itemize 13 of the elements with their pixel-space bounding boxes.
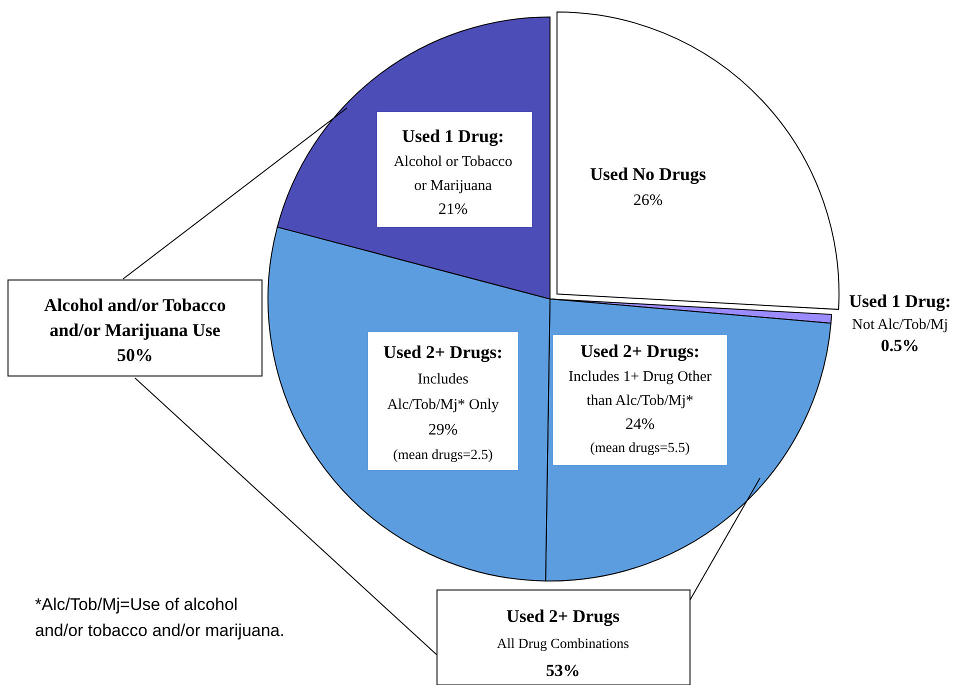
data-label: 21%: [438, 201, 468, 218]
text: Used 2+ Drugs All Drug Combinations 53%: [496, 606, 630, 680]
slice-label: Used 1 Drug: Not Alc/Tob/Mj: [849, 291, 951, 333]
slice-label: Used 2+ Drugs: Includes 1+ Drug Other than Alc/Tob/Mj*: [568, 341, 712, 409]
slice-label: Used 2+ Drugs: Includes Alc/Tob/Mj* Only: [383, 342, 503, 413]
slice-label: Used No Drugs: [590, 164, 706, 184]
data-label: 26%: [633, 192, 663, 209]
text: *Alc/Tob/Mj=Use of alcohol and/or tobacco and/or marijuana.: [35, 595, 284, 640]
data-label: 29% (mean drugs=2.5): [393, 422, 494, 463]
data-label: 0.5%: [880, 336, 920, 355]
slice-label: Used 1 Drug: Alcohol or Tobacco or Marijuana: [394, 126, 512, 194]
text: Alcohol and/or Tobacco and/or Marijuana Use 50%: [44, 295, 226, 365]
data-label: 24% (mean drugs=5.5): [590, 416, 690, 456]
